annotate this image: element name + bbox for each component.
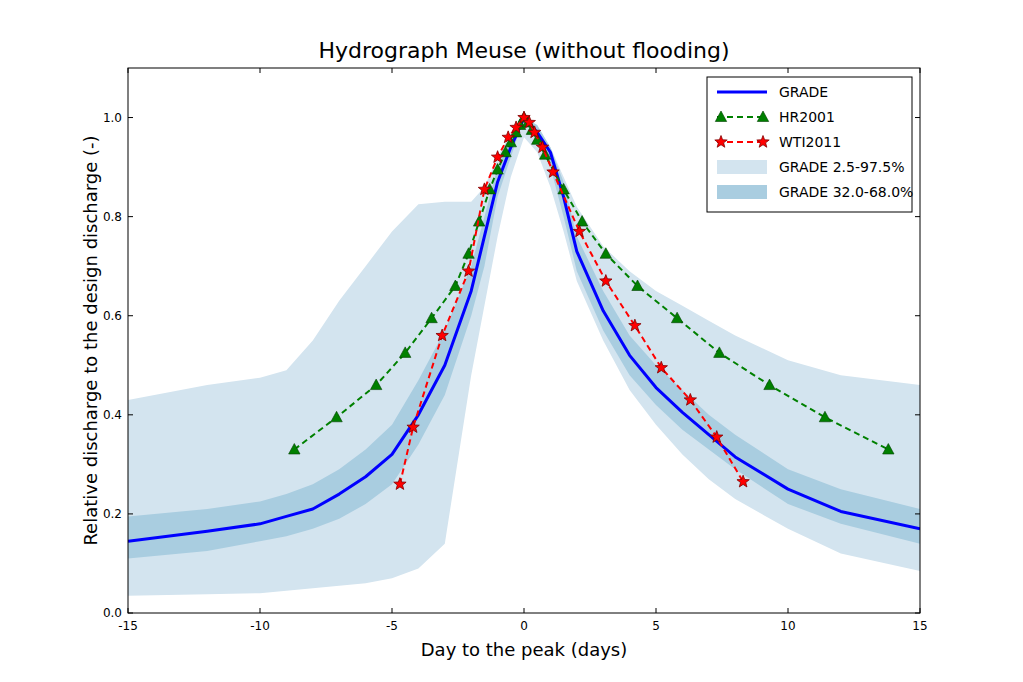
y-tick-right [915,216,920,217]
marker [632,280,643,291]
marker [714,347,725,358]
y-tick [128,216,133,217]
marker [523,116,535,128]
legend-label: HR2001 [779,109,835,125]
y-tick-label: 1.0 [103,111,122,125]
y-tick-right [915,315,920,316]
plot-frame [128,68,920,613]
marker [491,151,503,163]
x-tick-top [392,68,393,73]
marker [655,361,667,373]
x-tick-top [920,68,921,73]
legend-marker [757,111,768,122]
y-tick-label: 0.4 [103,408,122,422]
y-tick-right [915,414,920,415]
marker [536,141,548,153]
y-tick-label: 0.8 [103,210,122,224]
marker [819,411,830,422]
y-axis-label: Relative discharge to the design dischar… [80,135,101,545]
marker [478,183,490,195]
legend-marker [757,136,769,148]
x-tick [524,608,525,613]
x-tick-label: 10 [780,619,795,633]
marker [436,329,448,341]
plot-data [128,111,920,596]
x-tick-top [128,68,129,73]
x-tick [788,608,789,613]
plot-background [128,68,920,613]
y-tick [128,613,133,614]
legend-swatch [717,185,767,199]
marker [528,126,540,138]
series-line [400,118,743,485]
y-tick-right [915,117,920,118]
y-tick [128,117,133,118]
band [128,118,920,596]
x-tick [128,608,129,613]
y-tick-label: 0.6 [103,309,122,323]
title: Hydrograph Meuse (without flooding) [318,38,729,63]
marker [764,379,775,390]
x-tick-top [788,68,789,73]
marker [600,275,612,287]
y-tick-right [915,613,920,614]
x-tick-label: -15 [118,619,138,633]
x-tick [260,608,261,613]
legend-swatch [717,160,767,174]
marker [711,431,723,443]
legend: GRADE HR2001 WTI2011 GRADE 2.5-97.5% GRADE 3… [707,77,913,212]
marker [394,478,406,490]
y-tick [128,414,133,415]
marker [400,347,411,358]
marker [737,475,749,487]
y-tick-label: 0.0 [103,606,122,620]
chart: -15 -10 -5 0 5 10 15 0.0 0.2 0.4 0.6 0.8 1.0 Hydrogra… [0,0,1023,682]
legend-marker [715,136,727,148]
x-tick-top [524,68,525,73]
y-tick [128,315,133,316]
marker [883,444,894,455]
legend-label: GRADE [779,84,828,100]
marker [576,216,587,227]
band [128,118,920,559]
y-tick-label: 0.2 [103,507,122,521]
x-tick [656,608,657,613]
x-tick-label: 15 [912,619,927,633]
x-tick-label: 0 [520,619,528,633]
legend-label: WTI2011 [779,134,841,150]
marker [331,411,342,422]
marker [547,166,559,178]
x-tick-top [260,68,261,73]
x-tick [392,608,393,613]
marker [671,312,682,323]
x-tick-label: -10 [250,619,270,633]
marker [684,393,696,405]
x-tick [920,608,921,613]
x-tick-label: -5 [386,619,398,633]
marker [426,312,437,323]
x-axis-label: Day to the peak (days) [421,639,628,660]
marker [573,225,585,237]
legend-label: GRADE 2.5-97.5% [779,159,904,175]
marker [289,444,300,455]
legend-marker [715,111,726,122]
x-tick-top [656,68,657,73]
x-tick-label: 5 [652,619,660,633]
marker [450,280,461,291]
marker [370,379,381,390]
marker [407,421,419,433]
marker [600,248,611,258]
legend-label: GRADE 32.0-68.0% [779,184,913,200]
y-tick-right [915,513,920,514]
legend-line [717,91,767,94]
marker [629,319,641,331]
y-tick [128,513,133,514]
marker [462,265,474,277]
